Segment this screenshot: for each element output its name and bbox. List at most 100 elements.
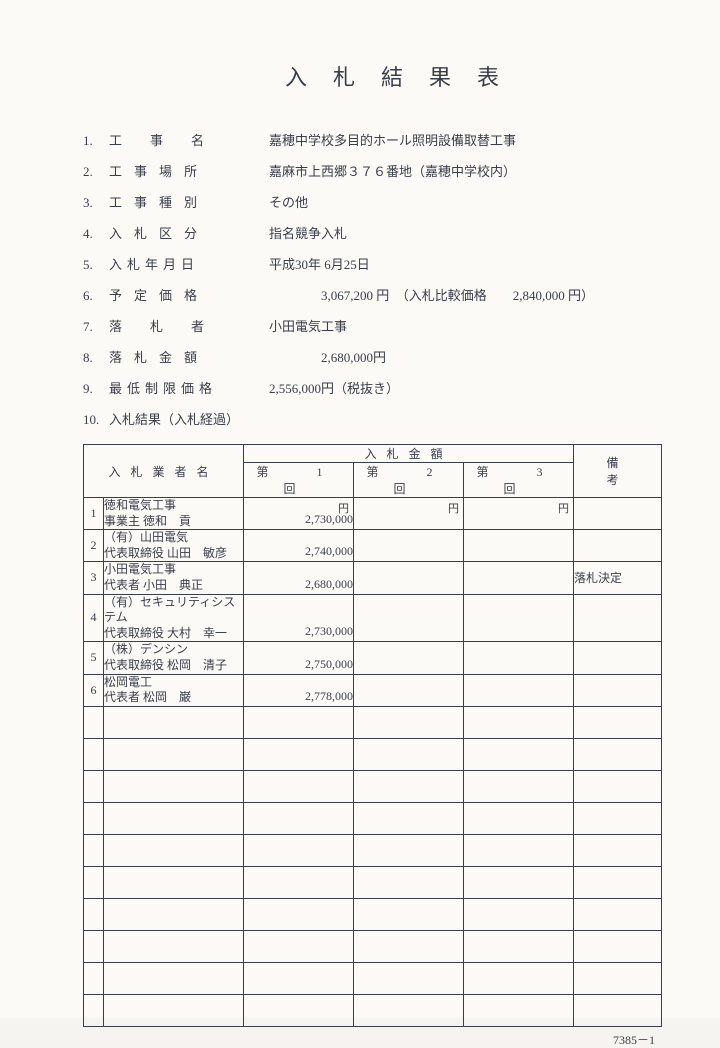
- field-value: 小田電気工事: [269, 320, 665, 333]
- row-index: 3: [84, 562, 104, 594]
- field-num: 6.: [83, 289, 109, 302]
- bidder-name: （株）デンシン代表取締役 松岡 清子: [104, 642, 244, 674]
- field-row: 6.予定価格3,067,200 円 （入札比較価格 2,840,000 円）: [83, 289, 665, 302]
- amount-round-2: [354, 674, 464, 706]
- table-row: 5（株）デンシン代表取締役 松岡 清子2,750,000: [84, 642, 662, 674]
- field-num: 4.: [83, 227, 109, 240]
- field-value: 2,556,000円（税抜き）: [269, 382, 665, 395]
- amount-round-3: 円: [464, 498, 574, 530]
- amount-round-2: [354, 530, 464, 562]
- fields-block: 1.工事名嘉穂中学校多目的ホール照明設備取替工事 2.工事場所嘉麻市上西郷３７６番…: [55, 134, 665, 426]
- th-round-1: 第 1 回: [244, 463, 354, 498]
- field-num: 9.: [83, 382, 109, 395]
- field-row: 1.工事名嘉穂中学校多目的ホール照明設備取替工事: [83, 134, 665, 147]
- amount-round-3: [464, 642, 574, 674]
- field-label: 落札者: [109, 320, 269, 333]
- table-row: [84, 834, 662, 866]
- field-row: 7.落札者小田電気工事: [83, 320, 665, 333]
- remark: 落札決定: [574, 562, 662, 594]
- amount-round-3: [464, 530, 574, 562]
- table-row: [84, 962, 662, 994]
- field-num: 10.: [83, 413, 109, 426]
- table-row: [84, 898, 662, 930]
- bidder-name: 松岡電工代表者 松岡 巌: [104, 674, 244, 706]
- field-row: 10.入札結果（入札経過）: [83, 413, 665, 426]
- amount-round-3: [464, 674, 574, 706]
- field-row: 2.工事場所嘉麻市上西郷３７６番地（嘉穂中学校内）: [83, 165, 665, 178]
- field-num: 5.: [83, 258, 109, 271]
- amount-round-1: 2,730,000: [244, 594, 354, 642]
- footer-code: 7385－1: [55, 1031, 665, 1048]
- table-row: 4（有）セキュリティシステム代表取締役 大村 幸一2,730,000: [84, 594, 662, 642]
- field-num: 2.: [83, 165, 109, 178]
- bidder-name: （有）セキュリティシステム代表取締役 大村 幸一: [104, 594, 244, 642]
- bidder-name: 徳和電気工事事業主 徳和 貢: [104, 498, 244, 530]
- table-row: 6松岡電工代表者 松岡 巌2,778,000: [84, 674, 662, 706]
- amount-round-3: [464, 562, 574, 594]
- th-round-3: 第 3 回: [464, 463, 574, 498]
- field-row: 9.最低制限価格2,556,000円（税抜き）: [83, 382, 665, 395]
- table-row: [84, 770, 662, 802]
- remark: [574, 498, 662, 530]
- field-value: 2,680,000円: [269, 351, 665, 364]
- amount-round-2: 円: [354, 498, 464, 530]
- remark: [574, 594, 662, 642]
- remark: [574, 642, 662, 674]
- table-row: [84, 706, 662, 738]
- table-row: [84, 802, 662, 834]
- table-row: 2（有）山田電気代表取締役 山田 敏彦2,740,000: [84, 530, 662, 562]
- field-label: 工事名: [109, 134, 269, 147]
- row-index: 5: [84, 642, 104, 674]
- field-row: 4.入札区分指名競争入札: [83, 227, 665, 240]
- field-label: 入札年月日: [109, 258, 269, 271]
- bid-table-wrap: 入札業者名 入札金額 備 考 第 1 回 第 2 回 第 3 回 1徳和電気工事: [55, 444, 665, 1027]
- row-index: 2: [84, 530, 104, 562]
- field-value: 指名競争入札: [269, 227, 665, 240]
- field-row: 8.落札金額2,680,000円: [83, 351, 665, 364]
- amount-round-1: 2,778,000: [244, 674, 354, 706]
- field-num: 8.: [83, 351, 109, 364]
- remark: [574, 674, 662, 706]
- bid-table: 入札業者名 入札金額 備 考 第 1 回 第 2 回 第 3 回 1徳和電気工事: [83, 444, 662, 1027]
- bidder-name: （有）山田電気代表取締役 山田 敏彦: [104, 530, 244, 562]
- row-index: 4: [84, 594, 104, 642]
- amount-round-2: [354, 594, 464, 642]
- amount-round-1: 2,680,000: [244, 562, 354, 594]
- field-label: 入札区分: [109, 227, 269, 240]
- field-label: 予定価格: [109, 289, 269, 302]
- th-round-2: 第 2 回: [354, 463, 464, 498]
- amount-round-2: [354, 642, 464, 674]
- field-num: 1.: [83, 134, 109, 147]
- amount-round-2: [354, 562, 464, 594]
- field-row: 5.入札年月日平成30年 6月25日: [83, 258, 665, 271]
- row-index: 1: [84, 498, 104, 530]
- table-row: [84, 994, 662, 1026]
- page-title: 入札結果表: [55, 60, 665, 92]
- bidder-name: 小田電気工事代表者 小田 典正: [104, 562, 244, 594]
- field-label: 工事場所: [109, 165, 269, 178]
- table-row: [84, 866, 662, 898]
- field-value: 平成30年 6月25日: [269, 258, 665, 271]
- page: 入札結果表 1.工事名嘉穂中学校多目的ホール照明設備取替工事 2.工事場所嘉麻市上…: [0, 0, 720, 1018]
- table-row: 3小田電気工事代表者 小田 典正2,680,000 落札決定: [84, 562, 662, 594]
- th-amount-group: 入札金額: [244, 445, 574, 463]
- field-value: その他: [269, 196, 665, 209]
- remark: [574, 530, 662, 562]
- amount-round-3: [464, 594, 574, 642]
- field-label: 落札金額: [109, 351, 269, 364]
- amount-round-1: 2,750,000: [244, 642, 354, 674]
- table-row: [84, 930, 662, 962]
- field-num: 3.: [83, 196, 109, 209]
- field-value: 嘉穂中学校多目的ホール照明設備取替工事: [269, 134, 665, 147]
- field-label: 工事種別: [109, 196, 269, 209]
- table-row: [84, 738, 662, 770]
- th-bidder: 入札業者名: [84, 445, 244, 498]
- field-label: 最低制限価格: [109, 382, 269, 395]
- amount-round-1: 2,740,000: [244, 530, 354, 562]
- field-num: 7.: [83, 320, 109, 333]
- table-row: 1徳和電気工事事業主 徳和 貢円2,730,000円円: [84, 498, 662, 530]
- field-value: 嘉麻市上西郷３７６番地（嘉穂中学校内）: [269, 165, 665, 178]
- field-row: 3.工事種別その他: [83, 196, 665, 209]
- field-value: 3,067,200 円 （入札比較価格 2,840,000 円）: [269, 289, 665, 302]
- field-label: 入札結果（入札経過）: [109, 413, 269, 426]
